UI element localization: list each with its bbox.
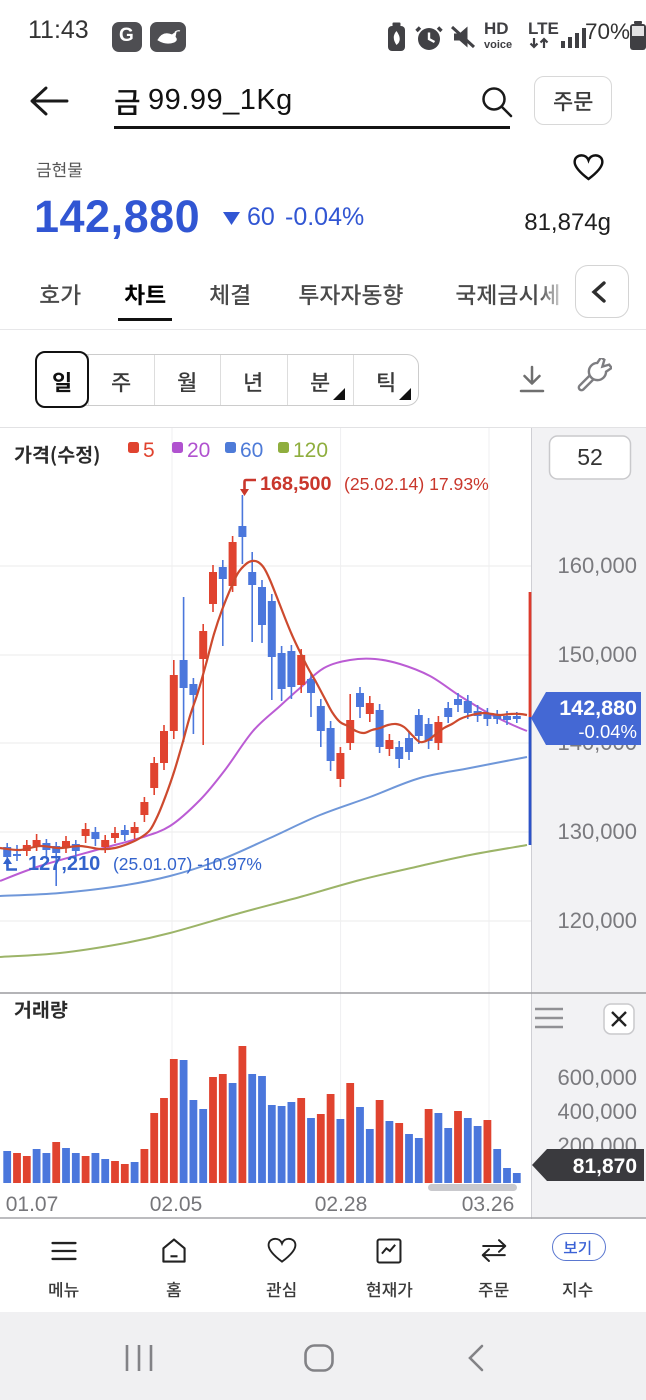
svg-text:168,500: 168,500 bbox=[260, 473, 332, 495]
svg-text:52: 52 bbox=[577, 444, 603, 470]
svg-text:120: 120 bbox=[293, 439, 328, 462]
svg-text:81,870: 81,870 bbox=[573, 1155, 637, 1178]
svg-text:02.28: 02.28 bbox=[315, 1193, 368, 1216]
svg-text:01.07: 01.07 bbox=[6, 1193, 59, 1216]
svg-text:5: 5 bbox=[143, 439, 155, 462]
svg-text:400,000: 400,000 bbox=[557, 1099, 637, 1124]
svg-text:02.05: 02.05 bbox=[150, 1193, 203, 1216]
svg-text:150,000: 150,000 bbox=[557, 642, 637, 667]
svg-text:600,000: 600,000 bbox=[557, 1065, 637, 1090]
svg-text:127,210: 127,210 bbox=[28, 853, 100, 875]
svg-text:120,000: 120,000 bbox=[557, 908, 637, 933]
svg-text:160,000: 160,000 bbox=[557, 553, 637, 578]
svg-text:60: 60 bbox=[240, 439, 263, 462]
svg-text:142,880: 142,880 bbox=[559, 696, 637, 720]
svg-text:130,000: 130,000 bbox=[557, 819, 637, 844]
svg-text:03.26: 03.26 bbox=[462, 1193, 515, 1216]
svg-text:(25.01.07) -10.97%: (25.01.07) -10.97% bbox=[113, 854, 262, 874]
svg-text:20: 20 bbox=[187, 439, 210, 462]
svg-text:(25.02.14) 17.93%: (25.02.14) 17.93% bbox=[344, 474, 489, 494]
svg-text:-0.04%: -0.04% bbox=[578, 721, 637, 742]
